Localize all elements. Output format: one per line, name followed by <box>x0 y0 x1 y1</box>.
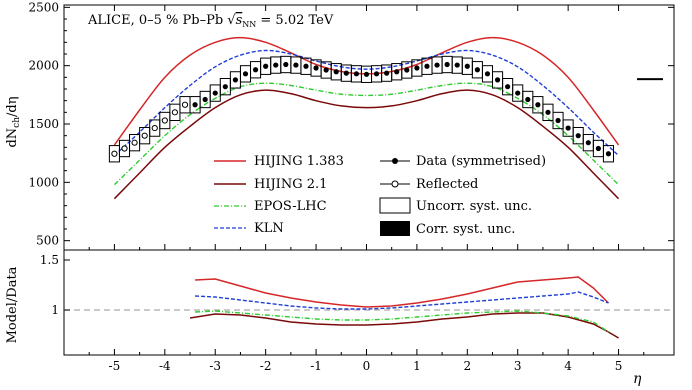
x-tick-label: -3 <box>209 359 221 373</box>
data-point <box>373 71 380 77</box>
reflected-point <box>161 117 168 124</box>
x-tick-label: -1 <box>310 359 322 373</box>
data-point <box>263 63 269 69</box>
data-point <box>283 61 289 68</box>
data-point <box>313 65 319 71</box>
x-axis-label: η <box>633 371 642 387</box>
data-point <box>555 117 561 124</box>
reflected-point <box>181 101 189 108</box>
x-tick-label: 2 <box>463 359 471 373</box>
x-tick-label: 5 <box>615 359 623 373</box>
legend-swatch-data <box>392 158 398 164</box>
model-curve-epos <box>113 82 620 186</box>
data-point <box>444 61 450 68</box>
data-point <box>494 77 501 83</box>
data-point <box>414 65 420 71</box>
data-point <box>232 77 239 83</box>
legend-label-hijing21: HIJING 2.1 <box>254 177 327 192</box>
data-point <box>454 62 460 68</box>
reflected-point <box>121 145 128 152</box>
data-point <box>333 69 339 75</box>
reflected-point <box>171 109 179 116</box>
data-point <box>394 69 400 75</box>
top-y-tick-label: 1500 <box>28 117 59 131</box>
top-y-tick-label: 2500 <box>28 0 59 14</box>
bottom-y-axis-label: Model/Data <box>5 266 20 343</box>
x-tick-label: 0 <box>363 359 371 373</box>
legend-label-uncorr: Uncorr. syst. unc. <box>416 199 532 214</box>
reflected-point <box>151 124 158 132</box>
data-point <box>273 62 279 68</box>
legend-label-corr: Corr. syst. unc. <box>416 222 515 237</box>
data-point <box>515 90 521 96</box>
data-point <box>242 71 249 77</box>
top-y-tick-label: 1000 <box>28 175 59 189</box>
legend-swatch-corr <box>380 221 410 236</box>
data-point <box>575 133 581 139</box>
top-y-axis-label: dNch/dη <box>5 96 22 147</box>
data-point <box>565 125 571 131</box>
model-curve-hijing1383 <box>113 36 620 146</box>
data-point <box>424 63 430 69</box>
legend-label-data: Data (symmetrised) <box>416 154 546 169</box>
top-y-tick-label: 2000 <box>28 59 59 73</box>
ratio-curve-kln <box>195 291 609 310</box>
legend-swatch-reflected <box>391 180 399 188</box>
data-point <box>505 84 511 90</box>
data-point <box>363 71 370 77</box>
legend-label-kln: KLN <box>254 221 284 236</box>
data-point <box>525 96 531 103</box>
uncorr-syst-box-reflected <box>179 96 191 114</box>
data-point <box>595 145 601 152</box>
data-point <box>384 70 390 76</box>
x-tick-label: -5 <box>109 359 121 373</box>
ratio-curve-hijing1383 <box>195 276 609 308</box>
corr-syst-unc-marker <box>637 78 663 81</box>
ratio-curve-epos <box>195 310 609 333</box>
data-point <box>464 63 470 69</box>
legend-swatch-uncorr <box>379 197 411 214</box>
uncorr-syst-box <box>602 145 615 163</box>
data-point <box>353 71 359 77</box>
ratio-curve-hijing21 <box>189 312 619 339</box>
x-tick-label: -2 <box>260 359 272 373</box>
chart-title: ALICE, 0–5 % Pb–Pb √sNN = 5.02 TeV <box>87 13 334 29</box>
data-point <box>323 67 329 73</box>
x-tick-label: 1 <box>413 359 421 373</box>
legend-label-reflected: Reflected <box>416 177 478 192</box>
model-curve-kln <box>113 49 620 157</box>
data-point <box>585 140 591 146</box>
data-point <box>303 63 309 69</box>
data-point <box>293 62 299 68</box>
data-point <box>605 151 612 157</box>
reflected-point <box>141 132 148 139</box>
data-point <box>484 71 491 77</box>
data-point <box>222 84 228 90</box>
data-point <box>474 67 480 73</box>
model-curve-hijing21 <box>113 89 620 200</box>
data-point <box>535 102 541 108</box>
data-point <box>192 102 198 108</box>
data-point <box>404 67 410 73</box>
reflected-point <box>131 139 138 146</box>
legend-label-hijing1383: HIJING 1.383 <box>254 154 344 169</box>
data-point <box>202 96 208 103</box>
data-point <box>434 62 440 68</box>
bottom-y-tick-label: 1.5 <box>40 253 59 267</box>
x-tick-label: 4 <box>564 359 572 373</box>
bottom-y-tick-label: 1 <box>51 303 59 317</box>
data-point <box>252 67 259 73</box>
x-tick-label: 3 <box>514 359 522 373</box>
x-tick-label: -4 <box>159 359 171 373</box>
reflected-point <box>111 150 118 157</box>
plot-layer: -5 -4 -3 -2 -1 0 1 2 3 4 5 500 1000 1500 2000 2500 1 1.5 <box>28 0 675 373</box>
data-point <box>212 90 218 96</box>
legend: HIJING 1.383 HIJING 2.1 EPOS-LHC KLN Dat… <box>214 154 546 237</box>
top-y-tick-label: 500 <box>36 234 59 248</box>
data-point <box>545 109 551 115</box>
legend-label-epos: EPOS-LHC <box>254 199 327 214</box>
bottom-panel-frame <box>63 249 675 356</box>
data-point <box>343 70 349 76</box>
